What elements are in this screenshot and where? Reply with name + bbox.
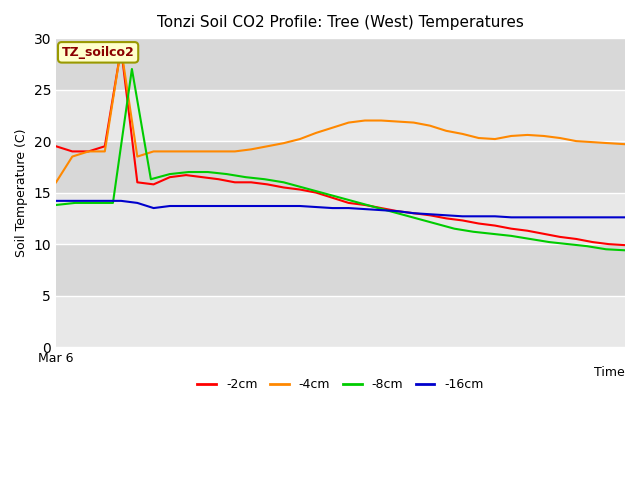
Text: Time: Time (595, 366, 625, 379)
Bar (56, 90, 625, 141)
Text: TZ_soilco2: TZ_soilco2 (61, 46, 134, 59)
Bar (56, 38, 625, 90)
Bar (56, 192, 625, 244)
Legend: -2cm, -4cm, -8cm, -16cm: -2cm, -4cm, -8cm, -16cm (192, 373, 489, 396)
Bar (56, 244, 625, 296)
Bar (56, 296, 625, 347)
Title: Tonzi Soil CO2 Profile: Tree (West) Temperatures: Tonzi Soil CO2 Profile: Tree (West) Temp… (157, 15, 524, 30)
Bar (56, 141, 625, 192)
Y-axis label: Soil Temperature (C): Soil Temperature (C) (15, 128, 28, 257)
